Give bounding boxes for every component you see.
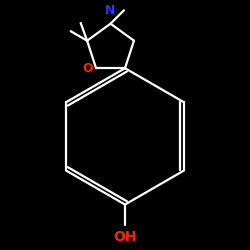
Text: N: N xyxy=(105,4,116,17)
Text: O: O xyxy=(82,62,93,75)
Text: OH: OH xyxy=(113,230,137,244)
